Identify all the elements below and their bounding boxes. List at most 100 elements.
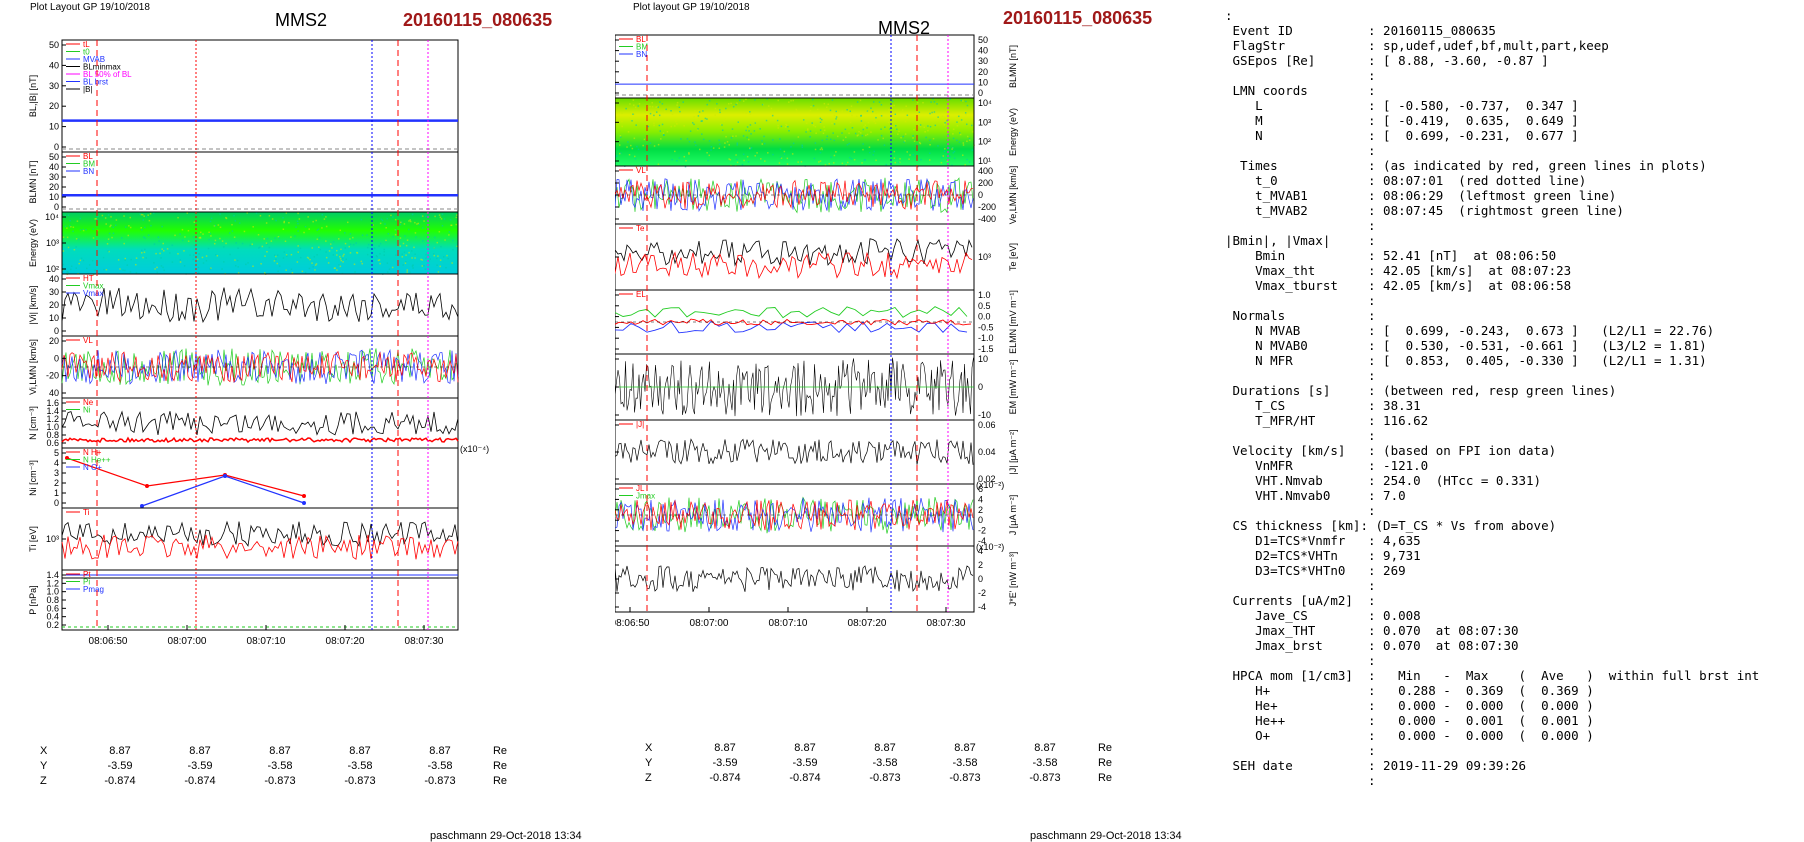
right-mms-title: MMS2 [878, 18, 931, 38]
y-axis-label: BLMN [nT] [28, 160, 38, 203]
trace-green [61, 348, 459, 387]
info-line: : [1225, 293, 1376, 308]
y-tick-label: 0.6 [46, 438, 59, 448]
legend-entry: t0 [83, 48, 90, 57]
pos-value: 8.87 [269, 744, 291, 757]
trace-red [61, 350, 459, 383]
y-tick-label: -4 [978, 536, 986, 546]
y-tick-label: 200 [978, 178, 993, 188]
info-line: Normals : [1225, 308, 1376, 323]
legend-entry: EL [636, 290, 646, 299]
info-line: : [1225, 368, 1376, 383]
pos-value: -0.874 [789, 771, 821, 784]
y-tick-label: 10 [49, 313, 59, 323]
info-line: t_MVAB2 : 08:07:45 (rightmost green line… [1225, 203, 1624, 218]
y-axis-label: |J| [μA m⁻²] [1008, 429, 1018, 474]
right-event-id: 20160115_080635 [1003, 8, 1153, 28]
y-tick-label: 50 [49, 40, 59, 50]
trace-n-oplus [141, 475, 305, 507]
legend-entry: Ne [83, 398, 94, 407]
pos-value: 8.87 [109, 744, 131, 757]
trace-red [61, 534, 459, 560]
info-line: : [1225, 428, 1376, 443]
y-axis-label: N [cm⁻³] [28, 406, 38, 440]
info-line: D2=TCS*VHTn : 9,731 [1225, 548, 1421, 563]
y-tick-label: 20 [49, 300, 59, 310]
scale-label: (x10⁻⁴) [460, 444, 489, 454]
info-line: : [1225, 578, 1376, 593]
y-axis-label: |Vi| [km/s] [28, 285, 38, 324]
pos-value: -3.59 [187, 759, 213, 772]
pos-value: -3.58 [872, 756, 898, 769]
pos-unit: Re [1097, 756, 1113, 769]
legend-entry: BLminmax [83, 63, 121, 72]
info-line: T_CS : 38.31 [1225, 398, 1421, 413]
y-tick-label: 0.04 [978, 447, 996, 457]
pos-value: -0.873 [1029, 771, 1061, 784]
y-tick-label: 1.2 [46, 414, 59, 424]
y-tick-label: -4 [978, 602, 986, 612]
trace-ni [61, 410, 459, 436]
y-tick-label: 3 [54, 468, 59, 478]
trace-blue [615, 320, 968, 334]
info-line: CS thickness [km]: (D=T_CS * Vs from abo… [1225, 518, 1557, 533]
right-pos-row-z: Z -0.874 -0.874 -0.873 -0.873 -0.873 Re [645, 770, 1125, 785]
y-tick-label: 20 [49, 336, 59, 346]
pos-label: X [40, 744, 48, 757]
right-pos-row-y: Y -3.59 -3.59 -3.58 -3.58 -3.58 Re [645, 755, 1125, 770]
info-line: VHT.Nmvab0 : 7.0 [1225, 488, 1406, 503]
x-tick-label: 08:07:10 [769, 618, 808, 629]
y-tick-label: 6 [978, 484, 983, 494]
legend-entry: Ni [83, 406, 91, 415]
legend-entry: |B| [83, 85, 93, 94]
y-tick-label: 10³ [978, 117, 991, 127]
y-axis-label: Ni [cm⁻³] [28, 460, 38, 496]
point-n-oplus [140, 504, 144, 508]
info-line: Event ID : 20160115_080635 [1225, 23, 1496, 38]
legend-entry: VL [636, 166, 646, 175]
event-info-panel: : Event ID : 20160115_080635 FlagStr : s… [1225, 8, 1759, 788]
pos-value: 8.87 [1034, 741, 1056, 754]
y-tick-label: 1.4 [46, 406, 59, 416]
y-tick-label: 20 [49, 101, 59, 111]
y-tick-label: 40 [49, 60, 59, 70]
y-tick-label: 0 [54, 326, 59, 336]
info-line: FlagStr : sp,udef,udef,bf,mult,part,keep [1225, 38, 1609, 53]
scale-label: (x10⁻²) [976, 542, 1004, 552]
legend-entry: Jmax [636, 492, 655, 501]
y-tick-label: 50 [49, 152, 59, 162]
legend-entry: BL 50% of BL [83, 70, 132, 79]
panel-frame [61, 447, 459, 509]
x-tick-label: 08:06:50 [89, 636, 128, 647]
trace-black [615, 438, 974, 465]
pos-value: -0.874 [104, 774, 136, 787]
left-footer: paschmann 29-Oct-2018 13:34 [430, 830, 582, 842]
x-tick-label: 08:06:50 [615, 618, 650, 629]
y-tick-label: 0.06 [978, 420, 996, 430]
pos-value: -0.873 [264, 774, 296, 787]
y-tick-label: 2 [978, 505, 983, 515]
pos-value: -3.58 [1032, 756, 1058, 769]
pos-value: -0.873 [424, 774, 456, 787]
panel-frame [61, 273, 459, 337]
trace-black [615, 565, 974, 593]
y-tick-label: 0.8 [46, 595, 59, 605]
info-line: HPCA mom [1/cm3] : Min - Max ( Ave ) wit… [1225, 668, 1760, 683]
legend-entry: N O+ [83, 463, 102, 472]
info-line: : [1225, 773, 1376, 788]
y-tick-label: 0 [978, 88, 983, 98]
y-axis-label: J*E' [nW m⁻³] [1008, 552, 1018, 606]
x-tick-label: 08:07:10 [247, 636, 286, 647]
info-line: D3=TCS*VHTn0 : 269 [1225, 563, 1406, 578]
spectrogram [62, 212, 458, 274]
legend-entry: BL [83, 152, 93, 161]
trace-red [615, 499, 974, 531]
legend-entry: BL brst [83, 78, 109, 87]
y-tick-label: 1.0 [978, 290, 991, 300]
info-line: VHT.Nmvab : 254.0 (HTcc = 0.331) [1225, 473, 1542, 488]
y-tick-label: -2 [978, 588, 986, 598]
y-tick-label: 10² [46, 264, 59, 274]
info-line: GSEpos [Re] : [ 8.88, -3.60, -0.87 ] [1225, 53, 1549, 68]
info-line: N : [ 0.699, -0.231, 0.677 ] [1225, 128, 1579, 143]
